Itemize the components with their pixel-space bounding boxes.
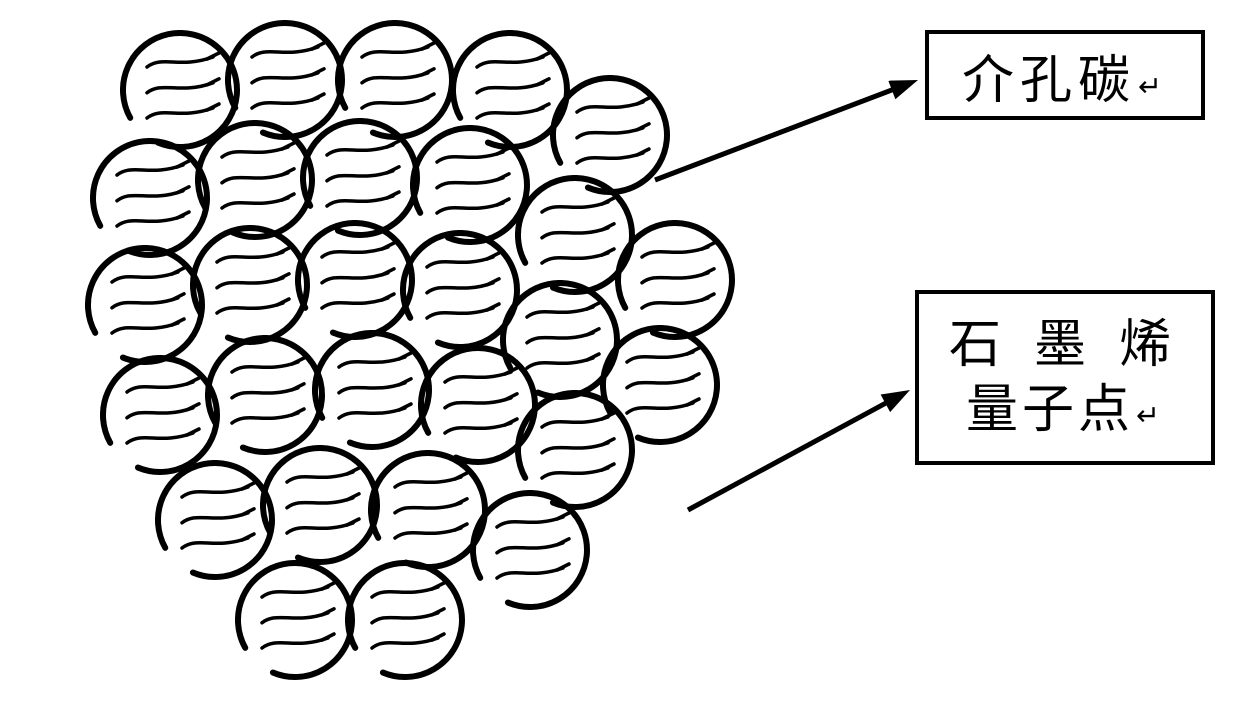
sphere (260, 445, 380, 565)
sphere (85, 245, 205, 365)
label-top-text: 介孔碳 (962, 53, 1136, 110)
sphere (470, 490, 590, 610)
diagram-canvas: 介孔碳↵ 石 墨 烯 量子点↵ (0, 0, 1240, 709)
sphere (205, 335, 325, 455)
label-mesoporous-carbon: 介孔碳↵ (925, 30, 1205, 120)
sphere (100, 355, 220, 475)
sphere (312, 330, 432, 450)
label-bottom-line1: 石 墨 烯 (949, 317, 1181, 374)
sphere (410, 125, 530, 245)
return-mark-icon: ↵ (1136, 399, 1164, 435)
sphere (190, 225, 310, 345)
arrow-to-bottom-label (658, 360, 940, 540)
sphere (615, 220, 735, 340)
label-bottom-line2: 量子点 (966, 382, 1134, 439)
sphere (345, 560, 465, 680)
sphere (295, 220, 415, 340)
arrow-to-top-label (625, 50, 948, 210)
return-mark-icon: ↵ (1138, 69, 1168, 104)
sphere (235, 560, 355, 680)
label-graphene-quantum-dot: 石 墨 烯 量子点↵ (915, 290, 1215, 465)
